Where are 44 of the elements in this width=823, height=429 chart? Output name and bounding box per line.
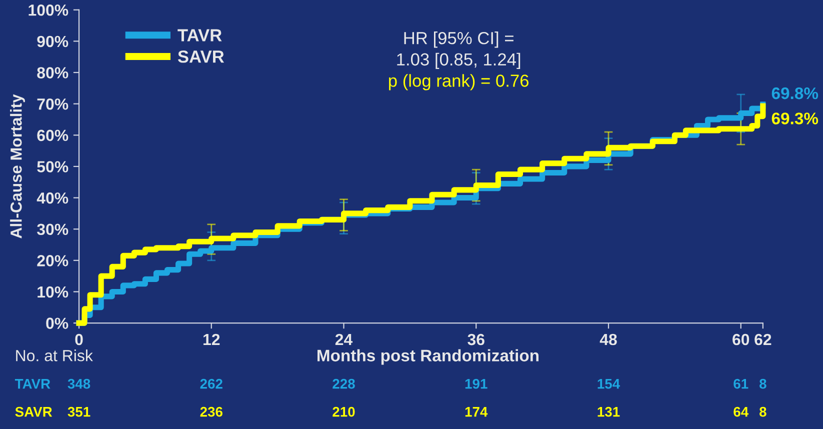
text: 262 xyxy=(200,378,222,389)
x-tick-label: 0 xyxy=(75,334,83,346)
y-tick-label: 70% xyxy=(37,98,68,110)
annotation: 69.8% xyxy=(772,87,818,100)
y-tick-label: 30% xyxy=(36,224,68,236)
y-axis-title: All-Cause Mortality xyxy=(10,94,25,238)
y-tick-label: 60% xyxy=(37,130,68,142)
text: TAVR xyxy=(14,379,50,389)
legend-label: SAVR xyxy=(178,50,224,63)
annotation: 1.03 [0.85, 1.24] xyxy=(397,52,520,70)
text: 8 xyxy=(760,406,766,417)
legend-label: TAVR xyxy=(178,29,222,42)
x-tick-label: 48 xyxy=(600,334,617,346)
y-tick-label: 0% xyxy=(46,318,68,329)
y-tick-label: 90% xyxy=(37,36,68,48)
x-axis-title: Months post Randomization xyxy=(318,349,538,365)
text: 154 xyxy=(598,379,620,389)
text: 64 xyxy=(734,406,749,417)
x-tick-label: 60 xyxy=(732,334,750,346)
text: 210 xyxy=(332,406,355,417)
y-tick-label: 10% xyxy=(38,286,68,298)
text: 131 xyxy=(598,406,620,417)
y-tick-label: 50% xyxy=(37,161,68,172)
text: No. at Risk xyxy=(16,350,93,362)
text: 236 xyxy=(200,406,222,417)
y-tick-label: 80% xyxy=(37,67,68,78)
x-tick-label: 24 xyxy=(335,334,353,346)
text: 348 xyxy=(68,378,90,389)
y-tick-label: 40% xyxy=(36,192,68,204)
text: 174 xyxy=(465,407,488,417)
text: 61 xyxy=(734,378,748,389)
text: 351 xyxy=(68,406,90,417)
x-tick-label: 36 xyxy=(468,334,484,346)
x-tick-label: 62 xyxy=(754,334,772,346)
y-tick-label: 100% xyxy=(28,4,68,16)
annotation: HR [95% CI] = xyxy=(404,32,514,48)
y-tick-label: 20% xyxy=(37,255,68,266)
text: 8 xyxy=(760,378,766,389)
x-tick-label: 12 xyxy=(204,334,220,346)
text: 191 xyxy=(465,378,488,389)
text: SAVR xyxy=(15,406,52,417)
annotation: 69.3% xyxy=(772,112,818,124)
text: 228 xyxy=(332,378,355,389)
annotation: p (log rank) = 0.76 xyxy=(389,74,529,90)
